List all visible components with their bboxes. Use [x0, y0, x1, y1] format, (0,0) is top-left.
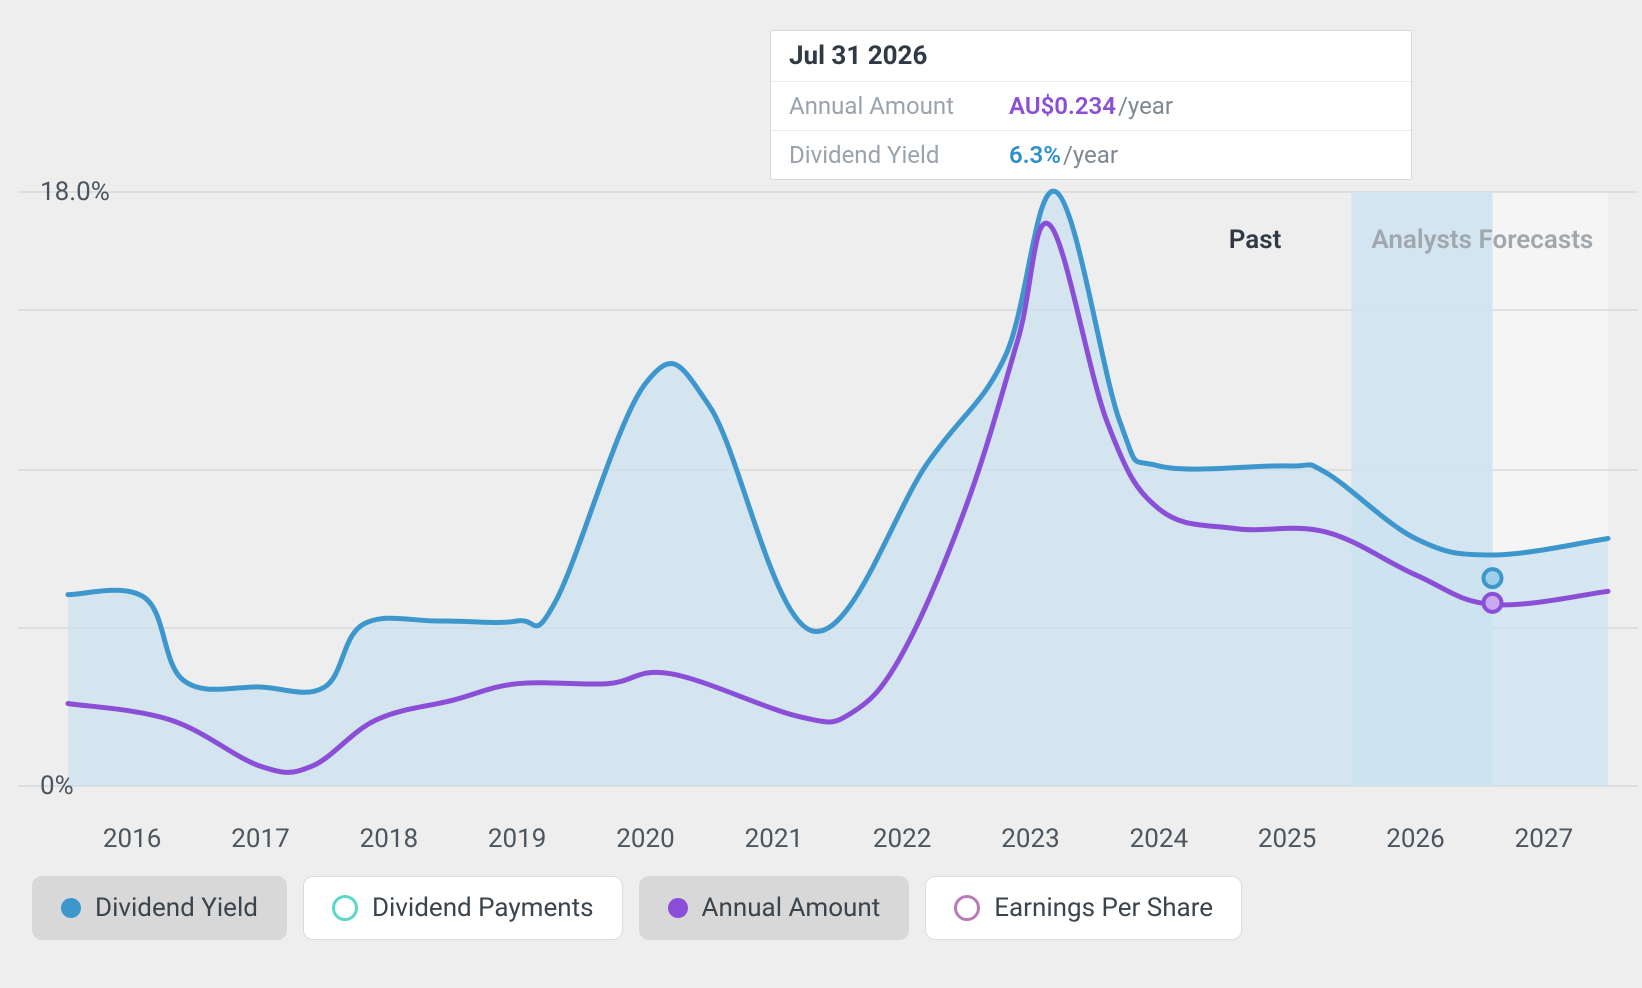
x-axis-label: 2022	[873, 824, 931, 854]
legend-item[interactable]: Dividend Payments	[303, 876, 623, 940]
legend-label: Annual Amount	[702, 893, 881, 923]
tooltip-value: 6.3%	[1009, 141, 1061, 169]
past-label: Past	[1229, 225, 1282, 255]
legend-label: Dividend Yield	[95, 893, 258, 923]
tooltip-value: AU$0.234	[1009, 92, 1116, 120]
tooltip-title-row: Jul 31 2026	[771, 31, 1411, 82]
tooltip-suffix: /year	[1063, 141, 1118, 169]
y-axis-max-label: 18.0%	[40, 177, 110, 207]
forecast-label: Analysts Forecasts	[1371, 225, 1593, 255]
legend-swatch-icon	[954, 895, 980, 921]
x-axis-label: 2026	[1386, 824, 1444, 854]
x-axis-label: 2025	[1258, 824, 1316, 854]
x-axis-label: 2016	[103, 824, 161, 854]
x-axis-label: 2020	[616, 824, 674, 854]
x-axis-label: 2023	[1001, 824, 1059, 854]
legend-swatch-icon	[61, 898, 81, 918]
legend-label: Dividend Payments	[372, 893, 594, 923]
x-axis-label: 2024	[1130, 824, 1188, 854]
legend-swatch-icon	[332, 895, 358, 921]
tooltip-row-dividend-yield: Dividend Yield 6.3% /year	[771, 131, 1411, 179]
x-axis-label: 2027	[1515, 824, 1573, 854]
tooltip-key: Dividend Yield	[789, 141, 1009, 169]
stage: 18.0% 0% 2016 2017 2018 2019 2020 2021 2022 202…	[0, 0, 1642, 988]
tooltip-suffix: /year	[1118, 92, 1173, 120]
legend-swatch-icon	[668, 898, 688, 918]
legend-item[interactable]: Earnings Per Share	[925, 876, 1242, 940]
legend-item[interactable]: Dividend Yield	[32, 876, 287, 940]
x-axis-label: 2017	[231, 824, 289, 854]
tooltip-key: Annual Amount	[789, 92, 1009, 120]
tooltip-title: Jul 31 2026	[789, 41, 927, 71]
x-axis-label: 2019	[488, 824, 546, 854]
chart-tooltip: Jul 31 2026 Annual Amount AU$0.234 /year…	[770, 30, 1412, 180]
tooltip-row-annual-amount: Annual Amount AU$0.234 /year	[771, 82, 1411, 131]
x-axis-label: 2018	[360, 824, 418, 854]
x-axis-label: 2021	[745, 824, 803, 854]
legend-item[interactable]: Annual Amount	[639, 876, 910, 940]
legend-label: Earnings Per Share	[994, 893, 1213, 923]
y-axis-zero-label: 0%	[40, 771, 74, 801]
chart-legend: Dividend Yield Dividend Payments Annual Am…	[32, 876, 1242, 940]
